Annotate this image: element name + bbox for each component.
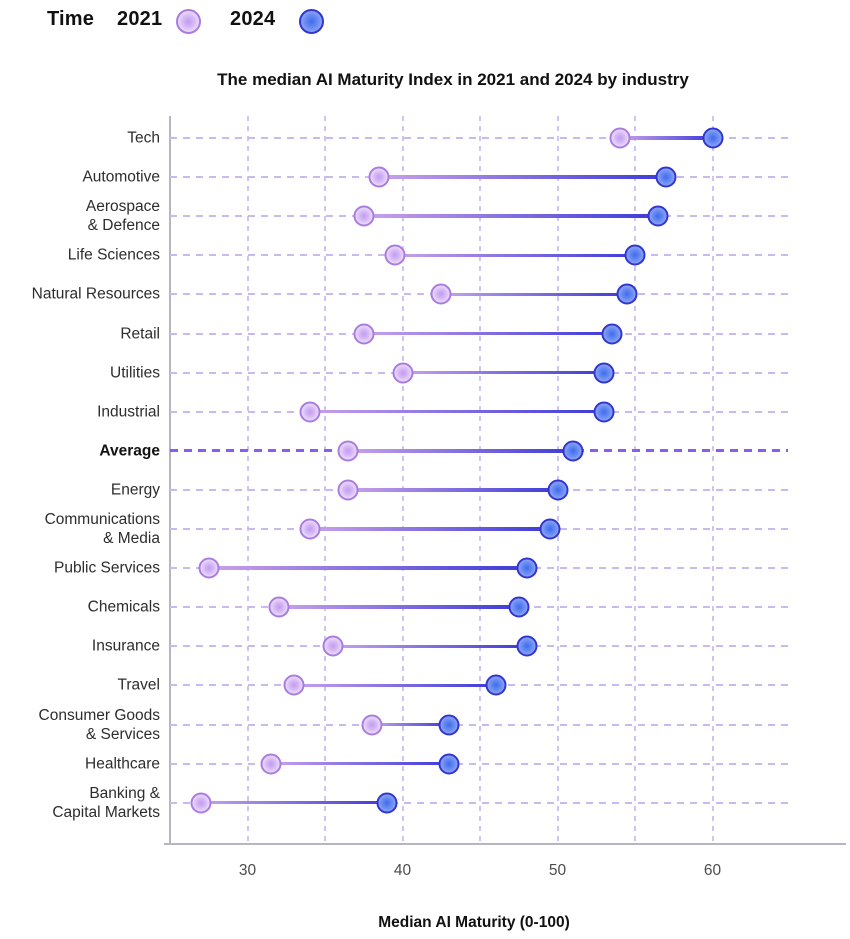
category-label: Chemicals — [87, 598, 160, 616]
x-tick-label: 30 — [238, 862, 257, 879]
dot-2021 — [353, 323, 375, 344]
dot-2021 — [260, 753, 282, 775]
dot-2024 — [516, 557, 537, 579]
legend: Time 2021 2024 — [0, 0, 850, 46]
dot-2024 — [539, 518, 561, 540]
row-gridline — [170, 723, 788, 726]
dumbbell-connector — [441, 292, 628, 297]
dumbbell-connector — [379, 175, 666, 179]
category-label: Banking & Capital Markets — [52, 784, 160, 821]
dot-2024 — [376, 792, 398, 814]
dot-2021 — [299, 518, 320, 540]
legend-2024-dot-icon — [299, 9, 324, 34]
dumbbell-connector — [208, 566, 527, 570]
dot-2024 — [647, 205, 669, 227]
dot-2024 — [438, 753, 460, 775]
category-label: Retail — [120, 325, 160, 342]
x-axis-line — [164, 843, 846, 845]
dot-2021 — [283, 674, 305, 696]
dot-2021 — [392, 362, 413, 384]
dot-2021 — [361, 714, 382, 735]
category-label: Travel — [117, 676, 161, 694]
dumbbell-connector — [294, 683, 496, 688]
category-label: Energy — [110, 481, 160, 499]
category-label: Consumer Goods & Services — [38, 706, 160, 743]
vertical-gridline — [324, 116, 326, 843]
category-label: Natural Resources — [31, 285, 160, 303]
legend-item-2024-label: 2024 — [230, 8, 276, 30]
category-label: Public Services — [54, 559, 160, 577]
dot-2021 — [337, 440, 359, 462]
dot-2021 — [322, 635, 344, 657]
dumbbell-connector — [363, 331, 612, 336]
dot-2024 — [593, 362, 615, 384]
dot-2021 — [299, 401, 320, 423]
category-label: Tech — [127, 129, 160, 147]
vertical-gridline — [479, 116, 481, 843]
dumbbell-connector — [201, 800, 387, 805]
dot-2021 — [353, 205, 375, 227]
vertical-gridline — [401, 116, 404, 843]
dot-2024 — [508, 596, 530, 618]
row-gridline — [170, 801, 788, 804]
dumbbell-connector — [309, 527, 550, 531]
dumbbell-connector — [332, 644, 527, 649]
dot-2021 — [268, 596, 289, 618]
legend-title: Time — [47, 8, 95, 30]
dumbbell-connector — [278, 605, 519, 609]
x-tick-label: 40 — [393, 862, 412, 879]
category-label: Industrial — [97, 403, 160, 421]
category-label: Average — [99, 442, 160, 460]
dot-2024 — [655, 166, 677, 188]
row-gridline — [170, 762, 788, 765]
dot-2024 — [593, 401, 615, 423]
dumbbell-connector — [270, 761, 449, 766]
dot-2024 — [601, 323, 623, 344]
dot-2024 — [562, 440, 584, 462]
legend-2021-dot-icon — [176, 9, 201, 34]
chart-title: The median AI Maturity Index in 2021 and… — [217, 70, 689, 89]
category-label: Communications & Media — [44, 511, 160, 547]
category-label: Automotive — [82, 168, 160, 186]
dot-2024 — [616, 283, 638, 305]
dumbbell-connector — [348, 449, 573, 453]
dot-2021 — [337, 479, 359, 501]
vertical-gridline — [634, 116, 636, 843]
dot-2021 — [384, 244, 406, 266]
dumbbell-connector — [619, 136, 713, 140]
category-label: Aerospace & Defence — [85, 198, 160, 235]
dot-2024 — [702, 127, 723, 149]
x-axis-title: Median AI Maturity (0-100) — [378, 914, 570, 931]
dumbbell-connector — [363, 214, 659, 218]
legend-item-2021-label: 2021 — [117, 8, 163, 30]
category-label: Utilities — [110, 364, 160, 382]
dumbbell-connector — [371, 722, 449, 727]
dumbbell-connector — [394, 253, 635, 258]
dumbbell-connector — [309, 409, 604, 414]
dot-2021 — [609, 127, 630, 149]
dot-2024 — [547, 479, 568, 501]
category-label: Healthcare — [85, 755, 160, 773]
dot-2024 — [485, 674, 506, 696]
dumbbell-connector — [402, 370, 604, 375]
vertical-gridline — [246, 116, 249, 843]
dot-2024 — [624, 244, 646, 266]
dot-2024 — [438, 714, 460, 735]
category-label: Life Sciences — [67, 246, 160, 264]
vertical-gridline — [711, 116, 714, 843]
dot-2021 — [190, 792, 212, 814]
row-gridline — [170, 137, 788, 139]
dumbbell-connector — [348, 488, 558, 492]
x-tick-label: 50 — [548, 862, 567, 879]
dot-2024 — [516, 635, 537, 657]
dot-2021 — [430, 283, 452, 305]
dot-2021 — [198, 557, 220, 579]
x-tick-label: 60 — [703, 862, 722, 879]
dot-2021 — [368, 166, 390, 188]
category-label: Insurance — [91, 637, 160, 655]
y-axis-line — [169, 116, 171, 843]
